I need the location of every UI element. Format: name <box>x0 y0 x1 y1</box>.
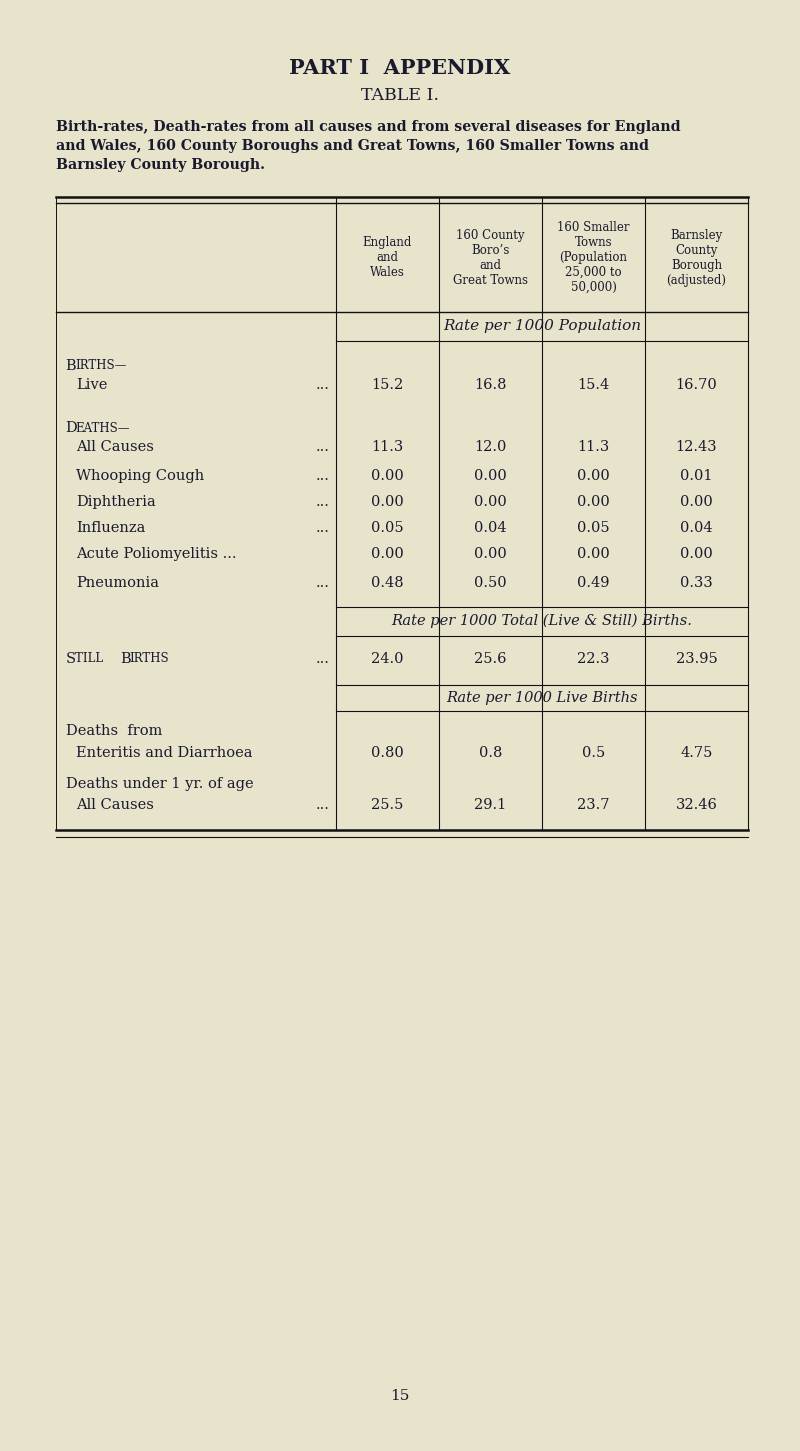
Text: 16.8: 16.8 <box>474 377 506 392</box>
Text: 0.80: 0.80 <box>371 746 404 760</box>
Text: Pneumonia: Pneumonia <box>76 576 159 591</box>
Text: 0.04: 0.04 <box>474 521 507 535</box>
Text: 0.00: 0.00 <box>371 495 404 509</box>
Text: ...: ... <box>316 521 330 535</box>
Text: All Causes: All Causes <box>76 798 154 813</box>
Text: Diphtheria: Diphtheria <box>76 495 156 509</box>
Text: 0.00: 0.00 <box>577 547 610 562</box>
Text: 0.00: 0.00 <box>371 469 404 483</box>
Text: Deaths  from: Deaths from <box>66 724 162 739</box>
Text: PART I  APPENDIX: PART I APPENDIX <box>290 58 510 78</box>
Text: 0.00: 0.00 <box>474 469 507 483</box>
Text: 0.49: 0.49 <box>578 576 610 591</box>
Text: 23.95: 23.95 <box>676 651 718 666</box>
Text: Acute Poliomyelitis ...: Acute Poliomyelitis ... <box>76 547 237 562</box>
Text: 24.0: 24.0 <box>371 651 404 666</box>
Text: ...: ... <box>316 377 330 392</box>
Text: 11.3: 11.3 <box>371 440 404 454</box>
Text: Deaths under 1 yr. of age: Deaths under 1 yr. of age <box>66 776 254 791</box>
Text: Whooping Cough: Whooping Cough <box>76 469 204 483</box>
Text: ...: ... <box>316 798 330 813</box>
Text: 0.05: 0.05 <box>371 521 404 535</box>
Text: TABLE I.: TABLE I. <box>361 87 439 104</box>
Text: Rate per 1000 Population: Rate per 1000 Population <box>443 319 641 334</box>
Text: Rate per 1000 Live Births: Rate per 1000 Live Births <box>446 691 638 705</box>
Text: TILL: TILL <box>75 653 111 665</box>
Text: 0.00: 0.00 <box>680 495 713 509</box>
Text: 0.00: 0.00 <box>577 495 610 509</box>
Text: 160 Smaller
Towns
(Population
25,000 to
50,000): 160 Smaller Towns (Population 25,000 to … <box>558 221 630 295</box>
Text: 0.01: 0.01 <box>680 469 713 483</box>
Text: 0.33: 0.33 <box>680 576 713 591</box>
Text: 15: 15 <box>390 1389 410 1403</box>
Text: 29.1: 29.1 <box>474 798 506 813</box>
Text: 0.00: 0.00 <box>371 547 404 562</box>
Text: 22.3: 22.3 <box>578 651 610 666</box>
Text: ...: ... <box>316 576 330 591</box>
Text: ...: ... <box>316 495 330 509</box>
Text: Barnsley County Borough.: Barnsley County Borough. <box>56 158 265 173</box>
Text: Rate per 1000 Total (Live & Still) Births.: Rate per 1000 Total (Live & Still) Birth… <box>391 614 693 628</box>
Text: ...: ... <box>316 440 330 454</box>
Text: Enteritis and Diarrhoea: Enteritis and Diarrhoea <box>76 746 253 760</box>
Text: D: D <box>66 421 78 435</box>
Text: ...: ... <box>316 469 330 483</box>
Text: Live: Live <box>76 377 107 392</box>
Text: 16.70: 16.70 <box>676 377 718 392</box>
Text: 0.50: 0.50 <box>474 576 507 591</box>
Text: B: B <box>66 358 76 373</box>
Text: S: S <box>66 651 76 666</box>
Text: Influenza: Influenza <box>76 521 146 535</box>
Text: 12.0: 12.0 <box>474 440 506 454</box>
Text: 15.4: 15.4 <box>578 377 610 392</box>
Text: All Causes: All Causes <box>76 440 154 454</box>
Text: 160 County
Boro’s
and
Great Towns: 160 County Boro’s and Great Towns <box>453 229 528 286</box>
Text: 0.5: 0.5 <box>582 746 605 760</box>
Text: 11.3: 11.3 <box>578 440 610 454</box>
Text: 4.75: 4.75 <box>680 746 713 760</box>
Text: Barnsley
County
Borough
(adjusted): Barnsley County Borough (adjusted) <box>666 229 726 286</box>
Text: IRTHS: IRTHS <box>130 653 170 665</box>
Text: ...: ... <box>316 651 330 666</box>
Text: IRTHS—: IRTHS— <box>75 360 126 371</box>
Text: 0.00: 0.00 <box>474 547 507 562</box>
Text: 0.00: 0.00 <box>474 495 507 509</box>
Text: and Wales, 160 County Boroughs and Great Towns, 160 Smaller Towns and: and Wales, 160 County Boroughs and Great… <box>56 139 649 154</box>
Text: EATHS—: EATHS— <box>75 422 130 434</box>
Text: 0.8: 0.8 <box>479 746 502 760</box>
Text: 32.46: 32.46 <box>675 798 718 813</box>
Text: 25.6: 25.6 <box>474 651 506 666</box>
Text: 0.00: 0.00 <box>577 469 610 483</box>
Text: 12.43: 12.43 <box>676 440 718 454</box>
Text: B: B <box>120 651 130 666</box>
Text: Birth-rates, Death-rates from all causes and from several diseases for England: Birth-rates, Death-rates from all causes… <box>56 120 681 135</box>
Text: 15.2: 15.2 <box>371 377 404 392</box>
Text: 0.48: 0.48 <box>371 576 404 591</box>
Text: 0.04: 0.04 <box>680 521 713 535</box>
Text: 23.7: 23.7 <box>578 798 610 813</box>
Text: 0.00: 0.00 <box>680 547 713 562</box>
Text: 25.5: 25.5 <box>371 798 404 813</box>
Text: England
and
Wales: England and Wales <box>363 237 412 279</box>
Text: 0.05: 0.05 <box>577 521 610 535</box>
